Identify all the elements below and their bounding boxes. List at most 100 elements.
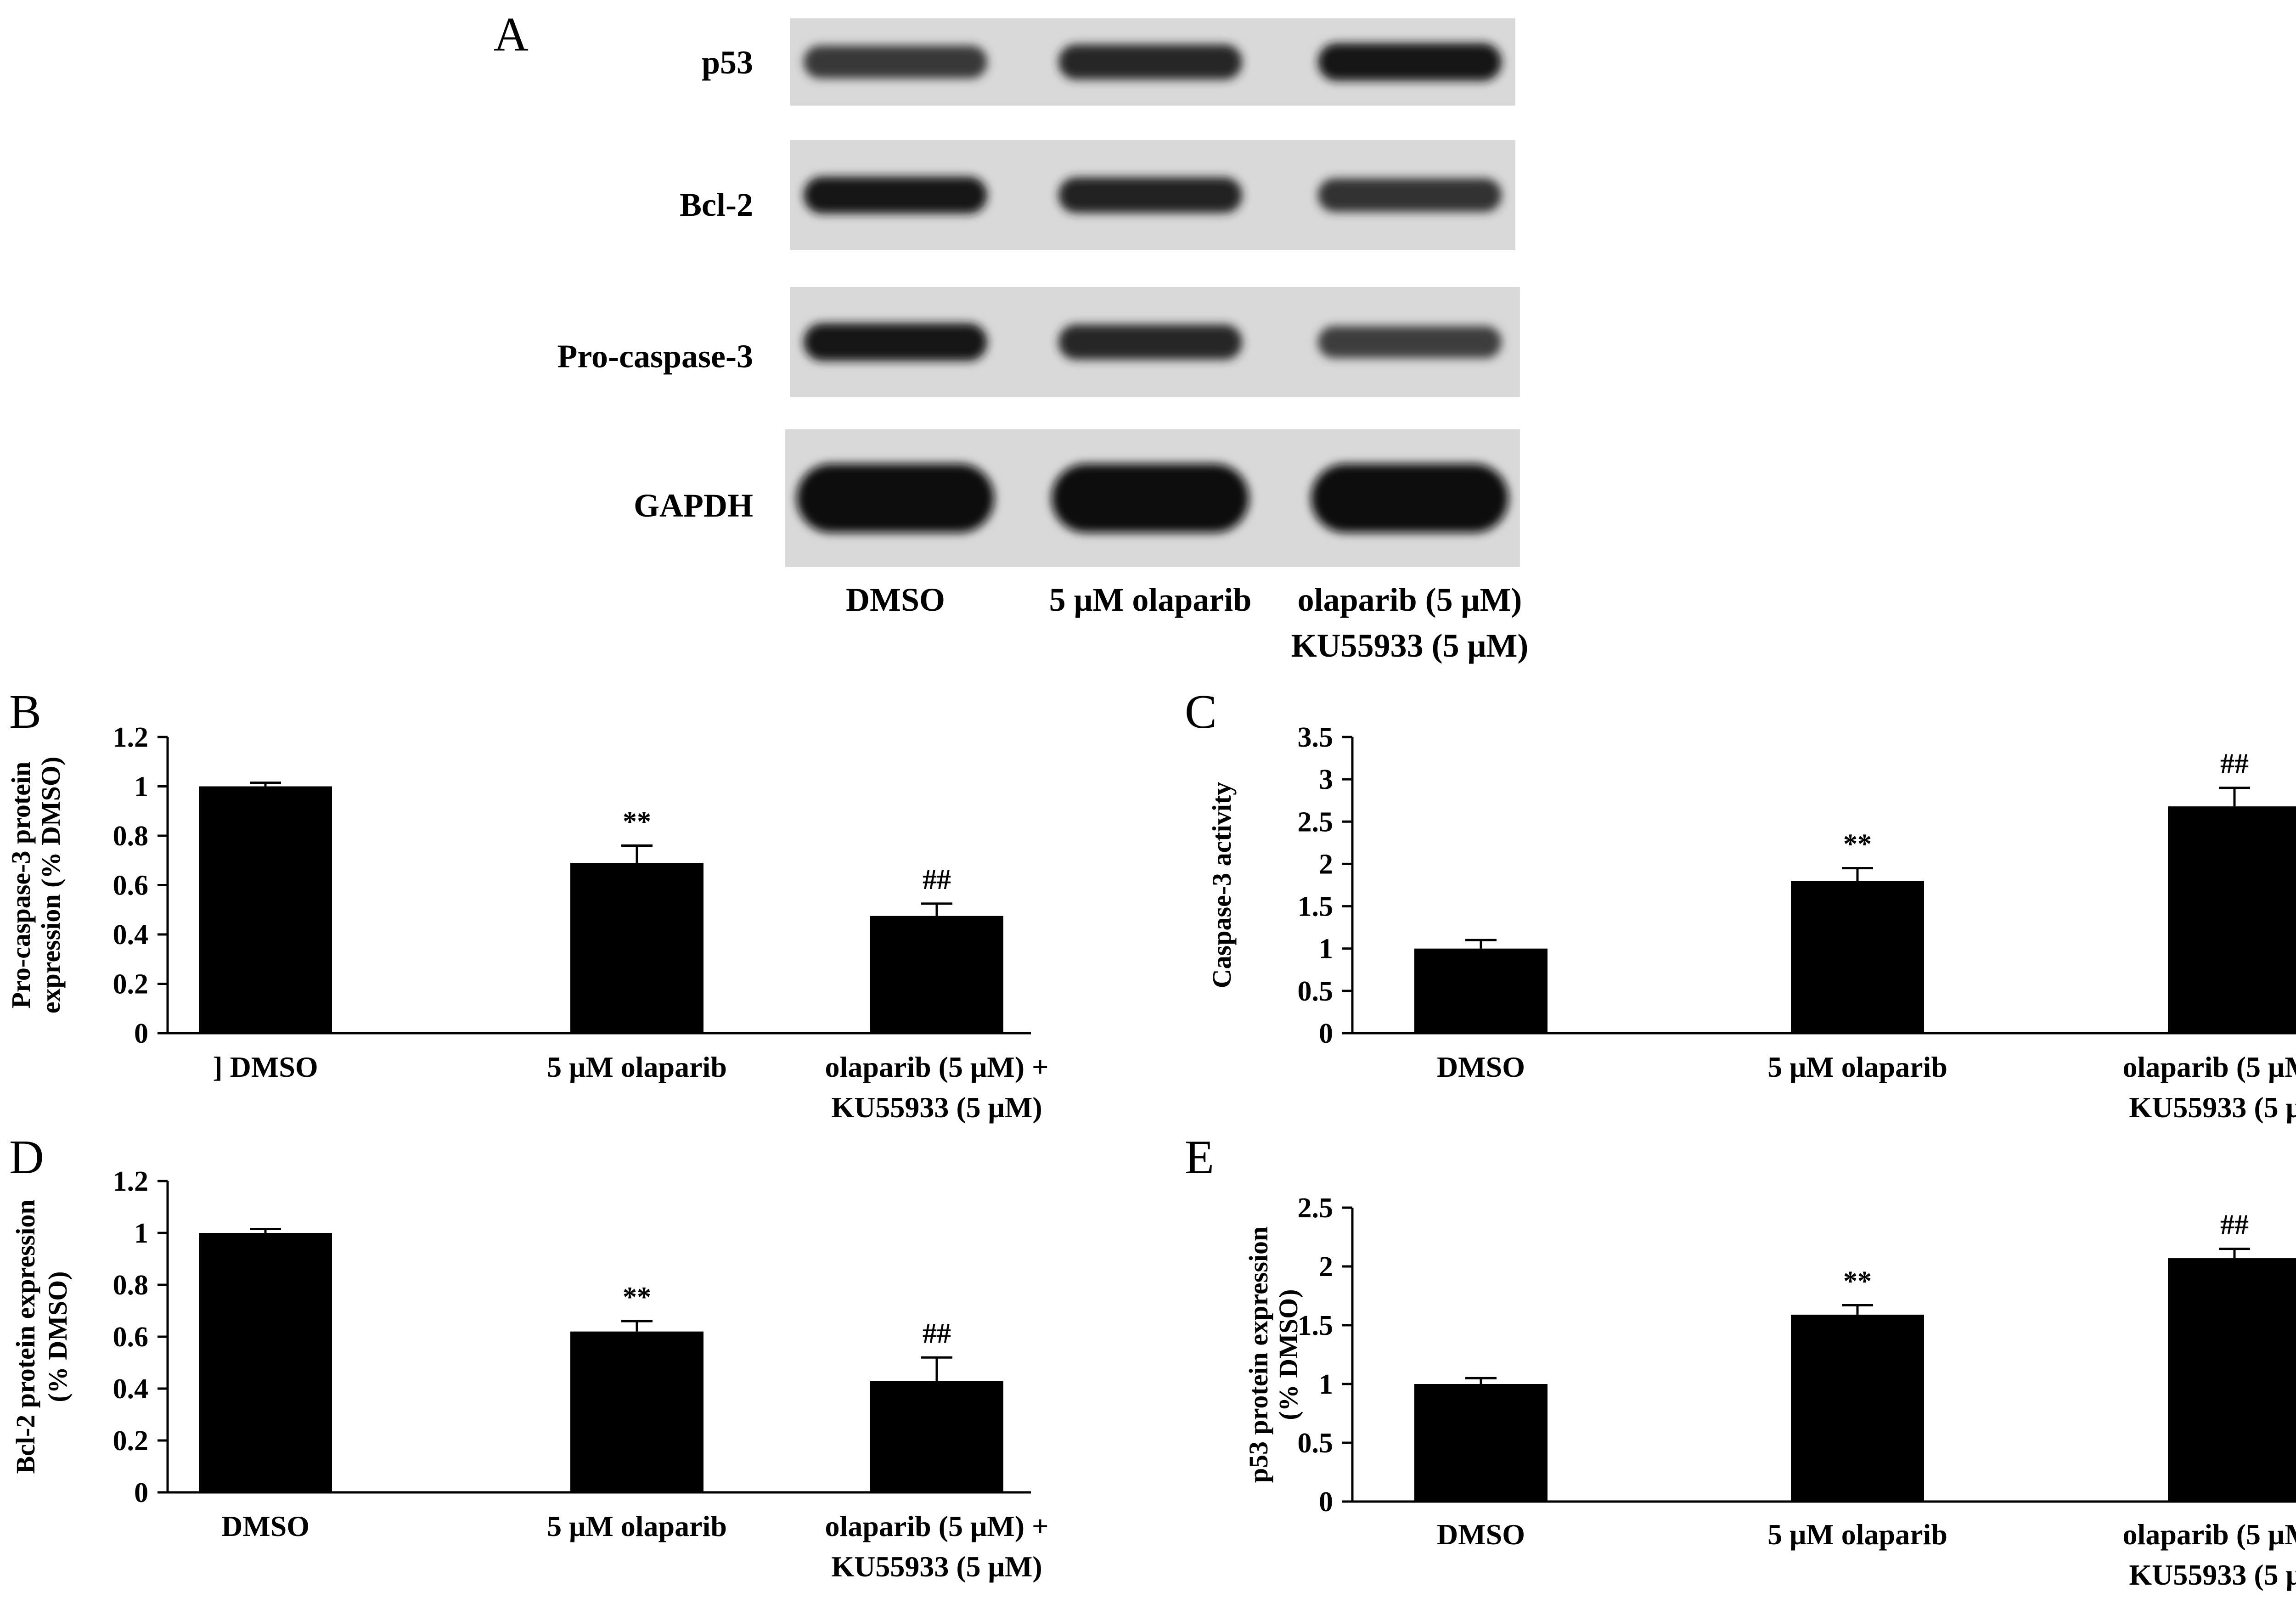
y-tick-label: 1 [134,771,148,803]
blot-strips [785,18,1520,567]
bar [199,786,332,1033]
blot-band [1311,464,1508,533]
panel-letter-a: A [494,7,529,61]
blot-band [1052,464,1249,533]
significance-marker: ## [923,864,951,895]
y-axis-label: Caspase-3 activity [1207,782,1237,988]
y-tick-label: 0 [134,1018,148,1049]
category-label: olaparib (5 μM) + [2123,1518,2296,1551]
y-tick-label: 0.4 [113,919,149,951]
blot-strip-2 [790,287,1520,397]
y-tick-label: 0.8 [113,821,149,852]
blot-label-gapdh: GAPDH [634,487,753,524]
y-tick-label: 1 [1319,934,1333,965]
significance-marker: ** [1843,1266,1872,1297]
category-label-line2: KU55933 (5 μM) [831,1550,1042,1583]
lane-label-combo-line2: KU55933 (5 μM) [1291,627,1529,664]
y-tick-label: 0 [1319,1486,1333,1518]
blot-band [1318,43,1502,81]
bar [2168,1258,2296,1502]
bar [570,863,703,1033]
bar [870,916,1003,1033]
bar-chart-panel-e: E 0 0.5 1 1.5 2 2.5 p53 protein expression (% DM… [1185,1130,2296,1591]
bar [2168,806,2296,1033]
y-tick-label: 1.5 [1298,1310,1334,1341]
category-label: olaparib (5 μM) + [825,1051,1049,1083]
blot-band [1058,324,1242,360]
blot-band [804,176,987,214]
blot-strip-1 [790,140,1515,250]
y-tick-label: 3 [1319,764,1333,795]
y-tick-label: 0.8 [113,1270,149,1301]
bar [570,1331,703,1492]
y-tick-label: 2.5 [1298,1193,1334,1224]
bar-chart-panel-c: C 0 0.5 1 1.5 2 2.5 3 3.5 Caspase-3 activity DMSO *… [1185,685,2296,1124]
y-tick-label: 2 [1319,849,1333,880]
y-tick-label: 0.2 [113,1425,149,1457]
bar-chart-panel-d: D 0 0.2 0.4 0.6 0.8 1 1.2 Bcl-2 protein expressi… [9,1130,1048,1583]
y-tick-label: 1.2 [113,722,149,753]
category-label: DMSO [221,1510,310,1542]
blot-band [804,45,987,79]
y-axis-label: (% DMSO) [1273,1289,1303,1420]
bar [1791,1314,1924,1502]
panel-letter-d: D [9,1130,44,1184]
y-tick-label: 1 [134,1218,148,1249]
blot-band [1318,326,1502,358]
category-label: 5 μM olaparib [1767,1518,1947,1551]
y-tick-label: 1.5 [1298,891,1334,923]
y-axis-label: (% DMSO) [43,1271,73,1402]
y-tick-label: 0.6 [113,870,149,901]
y-tick-label: 0.5 [1298,976,1334,1007]
y-axis-label: Pro-caspase-3 protein [6,762,36,1009]
category-label: 5 μM olaparib [1767,1051,1947,1083]
significance-marker: ** [1843,829,1872,860]
lane-label-olaparib: 5 μM olaparib [1049,581,1252,618]
y-axis-label: expression (% DMSO) [36,757,66,1014]
significance-marker: ## [923,1318,951,1349]
significance-marker: ** [623,1282,651,1313]
category-label: 5 μM olaparib [547,1510,727,1542]
bar [1414,948,1548,1033]
y-tick-label: 0.6 [113,1322,149,1353]
blot-label-pro-caspase-3: Pro-caspase-3 [557,338,753,375]
y-tick-label: 3.5 [1298,722,1334,753]
significance-marker: ## [2220,1210,2249,1241]
category-label: DMSO [1437,1051,1525,1083]
panel-letter-c: C [1185,685,1217,738]
y-tick-label: 1.2 [113,1166,149,1197]
y-tick-label: 1 [1319,1369,1333,1400]
y-axis-label: Bcl-2 protein expression [11,1199,40,1474]
y-tick-label: 0.2 [113,969,149,1000]
blot-band [804,323,987,361]
y-tick-label: 0 [1319,1018,1333,1049]
blot-band [1058,44,1242,80]
category-label: DMSO [1437,1518,1525,1551]
y-tick-label: 2 [1319,1251,1333,1283]
bar [1791,881,1924,1033]
bar [199,1233,332,1492]
significance-marker: ## [2220,748,2249,780]
blot-band [797,464,994,533]
western-blot-panel: A p53 Bcl-2 Pro-caspase-3 GAPDH DMSO 5 μ… [494,7,1528,664]
y-tick-label: 0.5 [1298,1428,1334,1459]
category-label-line2: KU55933 (5 μM) [2129,1558,2296,1591]
significance-marker: ** [623,806,651,838]
bar [870,1381,1003,1492]
bar-chart-panel-b: B 0 0.2 0.4 0.6 0.8 1 1.2 Pro-caspase-3 protein e… [6,685,1048,1124]
bar [1414,1384,1548,1502]
y-tick-label: 0.4 [113,1373,149,1405]
y-tick-label: 2.5 [1298,806,1334,838]
lane-label-combo-line1: olaparib (5 μM) [1298,581,1522,618]
blot-strip-3 [785,429,1520,567]
blot-band [1058,177,1242,213]
blot-band [1318,178,1502,212]
category-label: ] DMSO [213,1051,318,1083]
category-label: olaparib (5 μM) + [2123,1051,2296,1083]
panel-letter-e: E [1185,1130,1214,1184]
lane-label-dmso: DMSO [846,581,945,618]
category-label-line2: KU55933 (5 μM) [831,1091,1042,1124]
panel-letter-b: B [9,685,41,738]
category-label: 5 μM olaparib [547,1051,727,1083]
